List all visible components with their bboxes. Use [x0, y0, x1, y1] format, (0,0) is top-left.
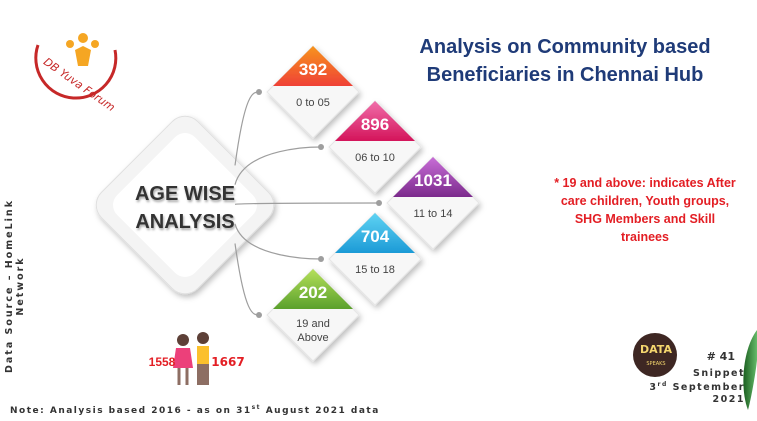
connector-dot: [318, 144, 324, 150]
page: DB Yuva Forum DATA SPEAKS # 41 1558 1667…: [0, 0, 757, 421]
connector: [235, 203, 379, 204]
data-source: Data Source – HomeLink Network: [4, 171, 26, 401]
age-count: 896: [361, 115, 389, 134]
note-sup: st: [252, 404, 261, 411]
badge-number: # 41: [707, 350, 735, 363]
age-count: 202: [299, 283, 327, 302]
note: Note: Analysis based 2016 - as on 31st A…: [10, 404, 380, 416]
center-label: AGE WISE ANALYSIS: [120, 180, 250, 236]
connector-dot: [256, 89, 262, 95]
badge-day: 3: [649, 382, 657, 393]
connector: [235, 244, 259, 316]
title: Analysis on Community based Beneficiarie…: [405, 33, 725, 89]
age-range-line: Above: [297, 332, 328, 344]
age-count: 704: [361, 227, 390, 246]
boys-count: 1667: [211, 355, 244, 369]
connector-dot: [256, 312, 262, 318]
age-range-line: 19 and: [296, 318, 330, 330]
girls-count: 1558: [149, 355, 176, 369]
age-range: 11 to 14: [414, 208, 453, 220]
age-range: 06 to 10: [355, 152, 395, 164]
badge-year: 2021: [713, 394, 745, 405]
logo: DB Yuva Forum: [36, 33, 118, 114]
connector: [235, 92, 259, 165]
connector-dot: [376, 200, 382, 206]
badge-word: Snippet: [693, 368, 745, 379]
badge-date: 3rd September: [649, 381, 745, 393]
note-text: Note: Analysis based 2016 - as on 31: [10, 406, 252, 416]
age-count: 392: [299, 60, 327, 79]
age-range: 0 to 05: [296, 97, 330, 109]
badge-logo: DATA SPEAKS: [633, 333, 677, 377]
connector-dot: [318, 256, 324, 262]
badge-title: DATA: [640, 343, 672, 356]
footnote: * 19 and above: indicates After care chi…: [550, 174, 740, 246]
badge-subtitle: SPEAKS: [646, 361, 665, 367]
badge-month: September: [673, 382, 745, 393]
children-icon: [173, 332, 209, 385]
leaf: [743, 330, 757, 410]
note-rest: August 2021 data: [261, 406, 380, 416]
age-count: 1031: [414, 171, 452, 190]
badge-day-sup: rd: [658, 381, 668, 388]
age-range: 15 to 18: [355, 264, 395, 276]
